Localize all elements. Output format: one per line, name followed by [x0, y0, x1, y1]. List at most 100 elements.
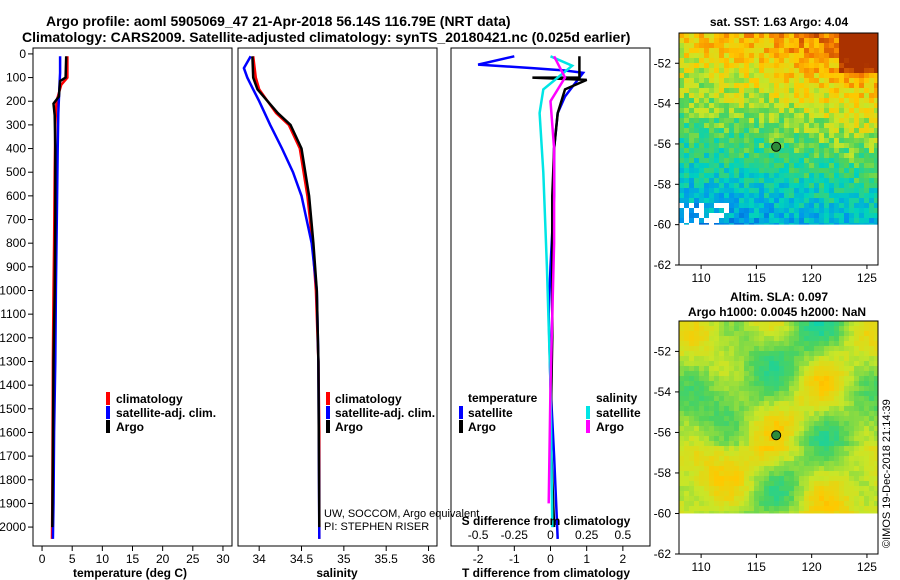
map-cell	[874, 188, 878, 193]
map-cell	[814, 491, 819, 496]
map-cell	[804, 351, 809, 356]
map-cell	[709, 173, 714, 178]
map-cell	[724, 326, 729, 331]
map-cell	[704, 78, 709, 83]
map-cell	[769, 481, 774, 486]
map-cell	[724, 93, 729, 98]
map-cell	[784, 346, 789, 351]
map-cell	[759, 426, 764, 431]
map-cell	[799, 163, 804, 168]
map-cell	[829, 431, 834, 436]
map-cell	[789, 63, 794, 68]
map-cell	[794, 203, 799, 208]
map-cell	[779, 133, 784, 138]
map-cell	[679, 73, 684, 78]
map-cell	[679, 451, 684, 456]
map-cell	[839, 471, 844, 476]
map-cell	[814, 68, 819, 73]
map-cell	[699, 481, 704, 486]
map-cell	[794, 53, 799, 58]
map-cell	[679, 406, 684, 411]
map-cell	[689, 411, 694, 416]
map-cell	[779, 218, 784, 223]
map-cell	[784, 103, 789, 108]
map-cell	[834, 123, 839, 128]
map-cell	[709, 456, 714, 461]
map-cell	[744, 356, 749, 361]
map-cell	[769, 396, 774, 401]
map-cell	[799, 123, 804, 128]
map-cell	[844, 158, 849, 163]
map-cell	[844, 326, 849, 331]
map-cell	[714, 346, 719, 351]
map-cell	[864, 451, 869, 456]
map-cell	[849, 58, 854, 63]
map-cell	[789, 203, 794, 208]
map-cell	[719, 38, 724, 43]
map-cell	[764, 341, 769, 346]
map-cell	[849, 113, 854, 118]
map-cell	[814, 173, 819, 178]
map-cell	[849, 451, 854, 456]
map-cell	[734, 511, 739, 514]
map-cell	[844, 491, 849, 496]
map-cell	[824, 326, 829, 331]
map-cell	[874, 38, 878, 43]
x-tick-label: 5	[69, 552, 76, 566]
map-cell	[679, 336, 684, 341]
map-cell	[774, 426, 779, 431]
map-cell	[849, 466, 854, 471]
map-cell	[839, 83, 844, 88]
map-cell	[824, 361, 829, 366]
map-cell	[684, 193, 689, 198]
map-cell	[854, 506, 859, 511]
map-cell	[729, 411, 734, 416]
map-cell	[774, 68, 779, 73]
map-cell	[794, 451, 799, 456]
map-cell	[854, 351, 859, 356]
map-cell	[804, 33, 809, 38]
map-cell	[729, 223, 734, 225]
map-cell	[839, 108, 844, 113]
map-cell	[849, 178, 854, 183]
map-cell	[824, 103, 829, 108]
map-cell	[844, 506, 849, 511]
map-cell	[869, 103, 874, 108]
map-cell	[774, 321, 779, 326]
map-cell	[809, 416, 814, 421]
map-cell	[809, 491, 814, 496]
map-cell	[679, 123, 684, 128]
map-cell	[869, 511, 874, 514]
map-cell	[709, 133, 714, 138]
map-cell	[809, 108, 814, 113]
map-cell	[689, 218, 694, 223]
map-cell	[699, 93, 704, 98]
map-cell	[719, 396, 724, 401]
map-cell	[734, 486, 739, 491]
map-cell	[839, 153, 844, 158]
map-cell	[789, 118, 794, 123]
map-cell	[764, 88, 769, 93]
map-cell	[764, 113, 769, 118]
map-cell	[694, 138, 699, 143]
map-cell	[754, 361, 759, 366]
lat-tick-label: -52	[654, 56, 672, 70]
map-cell	[874, 33, 878, 38]
map-cell	[749, 128, 754, 133]
map-cell	[729, 213, 734, 218]
map-cell	[679, 361, 684, 366]
map-cell	[714, 43, 719, 48]
lon-tick-label: 125	[857, 271, 877, 285]
map-cell	[679, 113, 684, 118]
map-cell	[854, 456, 859, 461]
map-cell	[839, 118, 844, 123]
map-cell	[679, 148, 684, 153]
map-cell	[844, 466, 849, 471]
map-cell	[769, 168, 774, 173]
map-cell	[714, 68, 719, 73]
map-cell	[854, 98, 859, 103]
map-cell	[714, 48, 719, 53]
map-cell	[869, 213, 874, 218]
map-cell	[789, 98, 794, 103]
map-cell	[824, 83, 829, 88]
